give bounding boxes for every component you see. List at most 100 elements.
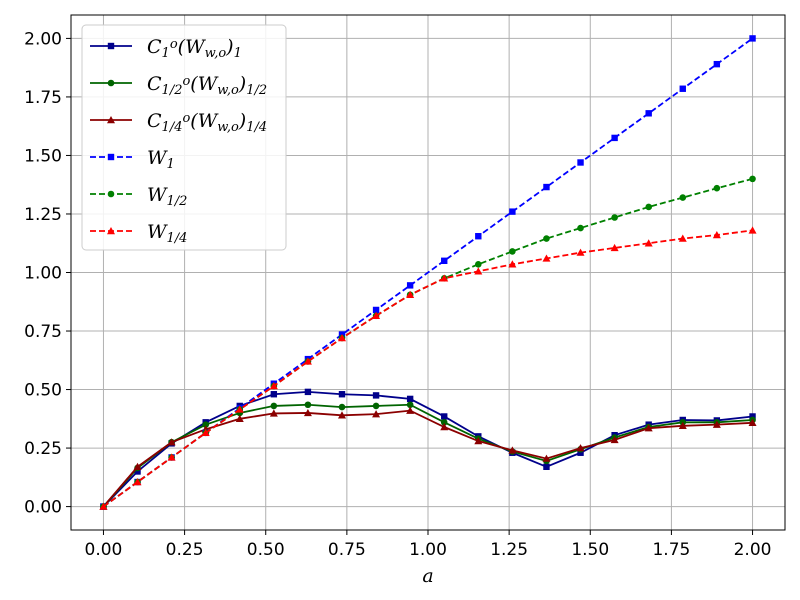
data-point: [303, 408, 312, 417]
data-point: [748, 418, 757, 426]
series-line: [102, 409, 753, 508]
data-point: [406, 395, 414, 403]
x-axis-label: a: [422, 565, 433, 587]
data-point: [372, 392, 380, 399]
data-point: [303, 357, 312, 365]
data-point: [543, 235, 550, 242]
data-point: [133, 478, 142, 486]
legend-marker: [107, 153, 115, 161]
data-point: [202, 421, 209, 428]
data-point: [372, 410, 381, 418]
data-point: [749, 175, 756, 183]
legend-item-3: W1: [90, 147, 175, 172]
data-point: [749, 413, 756, 420]
legend-item-5: W1/4: [90, 221, 187, 246]
data-point: [441, 413, 448, 420]
x-tick-label: 2.00: [734, 540, 772, 560]
data-point: [645, 203, 652, 211]
x-tick-label: 1.25: [490, 540, 528, 560]
data-point: [406, 401, 414, 409]
legend-item-4: W1/2: [90, 184, 187, 209]
legend-label: C1/2o(Ww,o)1/2: [147, 73, 267, 98]
data-point: [167, 438, 176, 446]
data-point: [610, 435, 619, 444]
x-tick-label: 1.00: [409, 540, 447, 560]
series-line: [102, 37, 754, 508]
series-5: [99, 226, 757, 510]
data-point: [201, 428, 210, 437]
data-point: [474, 437, 483, 445]
data-point: [372, 402, 380, 410]
legend-marker: [107, 79, 115, 87]
data-point: [406, 406, 415, 414]
data-point: [577, 159, 584, 166]
data-point: [440, 419, 448, 426]
legend-box: [81, 24, 287, 251]
data-point: [474, 267, 483, 275]
data-point: [542, 254, 551, 262]
data-point: [235, 414, 244, 423]
data-point: [269, 382, 278, 390]
y-tick-label: 0.50: [24, 381, 62, 401]
data-point: [644, 424, 653, 432]
data-point: [337, 334, 346, 342]
legend-item-1: C1/2o(Ww,o)1/2: [90, 73, 267, 98]
legend-marker: [107, 190, 115, 198]
data-point: [576, 444, 585, 452]
y-tick-label: 1.50: [24, 146, 62, 166]
data-point: [543, 463, 550, 470]
y-tick-label: 1.75: [24, 88, 62, 108]
legend-label: C1/4o(Ww,o)1/4: [147, 110, 267, 135]
data-point: [577, 224, 584, 232]
data-point: [508, 260, 517, 268]
data-point: [577, 449, 584, 456]
data-point: [611, 214, 618, 221]
data-point: [406, 282, 414, 289]
data-point: [543, 183, 550, 191]
y-tick-label: 0.25: [24, 439, 62, 459]
y-tick-label: 2.00: [24, 29, 62, 49]
y-tick-label: 0.75: [24, 322, 62, 342]
data-point: [304, 401, 312, 409]
legend: C1o(Ww,o)1 C1/2o(Ww,o)1/2 C1/4o(Ww,o)1/4 W1…: [81, 24, 287, 251]
data-point: [712, 231, 721, 239]
data-point: [576, 248, 585, 256]
data-point: [338, 403, 346, 411]
legend-label: W1: [147, 147, 175, 172]
series-line: [102, 390, 753, 508]
data-point: [542, 454, 551, 462]
x-tick-label: 1.50: [571, 540, 609, 560]
data-point: [713, 184, 721, 192]
data-point: [679, 85, 686, 92]
legend-marker: [107, 227, 115, 235]
data-point: [372, 311, 381, 320]
series-layer: [99, 35, 757, 510]
legend-item-2: C1/4o(Ww,o)1/4: [90, 110, 267, 135]
data-point: [475, 233, 482, 240]
data-point: [749, 35, 756, 42]
legend-item-0: C1o(Ww,o)1: [90, 36, 242, 61]
data-point: [133, 462, 142, 470]
data-point: [134, 468, 141, 475]
x-tick-label: 0.25: [166, 540, 204, 560]
series-line: [102, 229, 753, 508]
data-point: [509, 248, 516, 255]
x-tick-label: 0.00: [85, 540, 123, 560]
x-tick-label: 0.75: [328, 540, 366, 560]
data-point: [304, 388, 312, 396]
data-point: [610, 243, 619, 252]
data-point: [440, 423, 449, 431]
data-point: [645, 110, 652, 117]
legend-marker: [107, 116, 115, 124]
data-point: [406, 290, 415, 298]
data-point: [678, 421, 687, 430]
data-point: [99, 502, 108, 510]
y-tick-label: 1.25: [24, 205, 62, 225]
data-point: [167, 453, 176, 461]
x-tick-label: 1.75: [652, 540, 690, 560]
data-point: [713, 60, 721, 68]
data-point: [748, 226, 757, 234]
data-point: [644, 239, 653, 247]
data-point: [372, 306, 380, 314]
